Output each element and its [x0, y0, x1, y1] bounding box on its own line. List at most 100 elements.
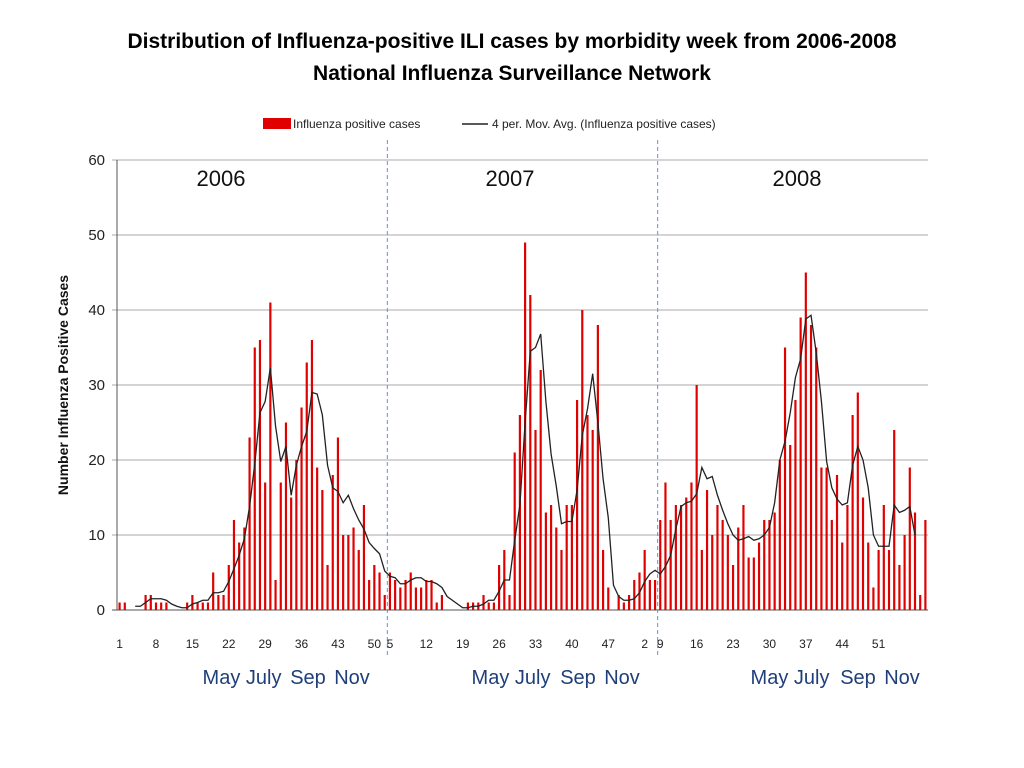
bar [118, 602, 121, 610]
bar [331, 475, 334, 610]
x-tick-label: 9 [657, 637, 664, 651]
bar [830, 520, 833, 610]
bar [498, 565, 501, 610]
bar [336, 437, 340, 610]
bar [882, 505, 885, 610]
bar [149, 595, 152, 610]
bar [534, 430, 537, 610]
bar [555, 527, 558, 610]
bar [799, 317, 802, 610]
bar [248, 437, 251, 610]
bar [399, 587, 402, 610]
legend-bar-label: Influenza positive cases [293, 117, 420, 131]
bar [856, 392, 859, 610]
y-tick-label: 50 [88, 227, 105, 244]
bar [778, 460, 781, 610]
bar [581, 310, 584, 610]
bar [316, 467, 319, 610]
x-tick-label: 51 [872, 637, 886, 651]
year-label: 2008 [773, 166, 822, 191]
bar [633, 580, 636, 610]
bars [118, 242, 927, 610]
bar [757, 542, 761, 610]
month-label: Nov [884, 667, 920, 689]
x-tick-label: 50 [368, 637, 382, 651]
x-tick-label: 26 [492, 637, 506, 651]
x-tick-label: 40 [565, 637, 579, 651]
bar [643, 550, 646, 610]
bar [550, 505, 553, 610]
x-tick-label: 2 [641, 637, 648, 651]
bar [664, 482, 667, 610]
bar [685, 497, 688, 610]
bar [274, 580, 277, 610]
bar [721, 520, 724, 610]
bar [835, 475, 839, 610]
title-line-2: National Influenza Surveillance Network [313, 62, 711, 85]
bar [487, 602, 490, 610]
bar [607, 587, 610, 610]
month-label: Sep [560, 667, 596, 689]
bar [622, 602, 625, 610]
title-line-1: Distribution of Influenza-positive ILI c… [127, 30, 897, 53]
bar [591, 430, 594, 610]
bar [279, 482, 282, 610]
bar [362, 505, 366, 610]
bar [674, 505, 677, 610]
bar [310, 340, 314, 610]
bar [705, 490, 709, 610]
bar [887, 550, 891, 610]
bar [217, 595, 220, 610]
y-tick-label: 10 [88, 527, 105, 544]
bar [669, 520, 672, 610]
x-tick-label: 44 [836, 637, 850, 651]
bar [326, 565, 329, 610]
bar [841, 542, 844, 610]
x-tick-label: 16 [690, 637, 704, 651]
bar [820, 467, 823, 610]
month-label: May July [203, 667, 282, 689]
bar [596, 325, 599, 610]
bar [716, 505, 719, 610]
bar [238, 542, 241, 610]
bar [404, 580, 407, 610]
bar [773, 512, 776, 610]
month-label: Nov [604, 667, 640, 689]
bar [264, 482, 267, 610]
bar [872, 587, 875, 610]
bar [342, 535, 345, 610]
bar [601, 550, 605, 610]
x-tick-label: 23 [726, 637, 740, 651]
x-tick-label: 8 [153, 637, 160, 651]
bar [206, 602, 210, 610]
x-tick-label: 1 [116, 637, 123, 651]
bar [284, 422, 288, 610]
bar [565, 505, 568, 610]
gridlines [112, 159, 928, 611]
legend: Influenza positive cases 4 per. Mov. Avg… [263, 117, 716, 131]
bar [227, 565, 230, 610]
bar [409, 572, 412, 610]
month-label: Sep [840, 667, 876, 689]
bar [201, 602, 204, 610]
x-tick-label: 33 [529, 637, 543, 651]
legend-bar-swatch [263, 118, 291, 129]
bar [752, 557, 755, 610]
bar [711, 535, 714, 610]
bar [809, 325, 813, 610]
x-tick-label: 5 [387, 637, 394, 651]
y-tick-label: 30 [88, 377, 105, 394]
bar [575, 400, 579, 610]
bar [513, 452, 516, 610]
chart-title: Distribution of Influenza-positive ILI c… [0, 26, 1024, 90]
bar [924, 520, 927, 610]
bar [919, 595, 922, 610]
bar [867, 542, 870, 610]
bar [893, 430, 896, 610]
year-labels: 2006 2007 2008 [197, 166, 822, 191]
bar [747, 557, 750, 610]
bar [347, 535, 350, 610]
x-tick-label: 30 [763, 637, 777, 651]
bar [726, 535, 729, 610]
x-tick-label: 15 [186, 637, 200, 651]
